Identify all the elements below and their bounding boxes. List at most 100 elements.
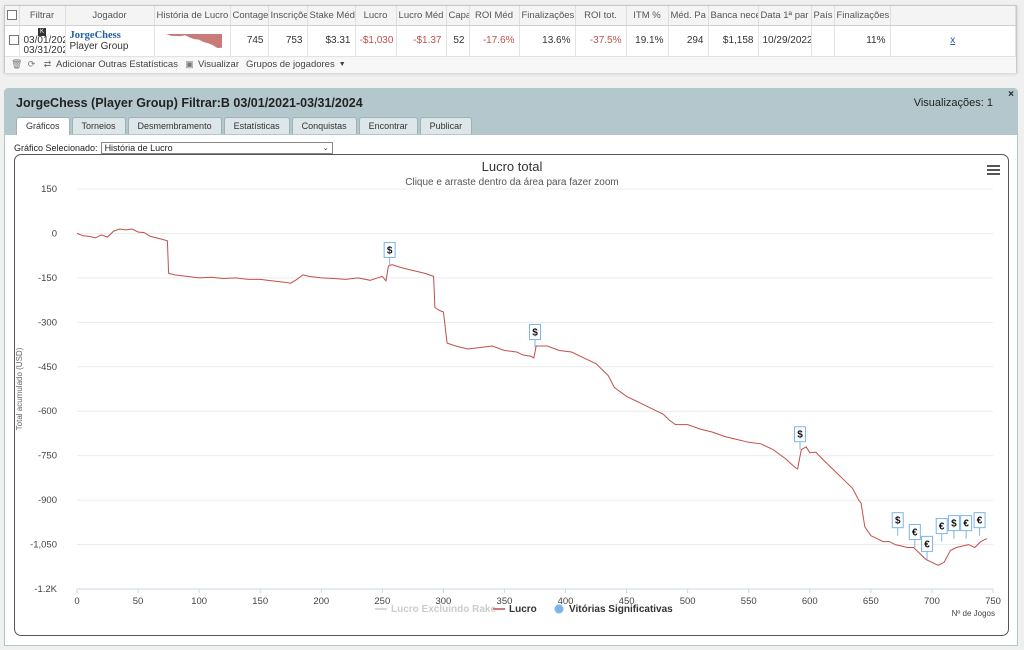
- x-axis-title: Nº de Jogos: [952, 609, 995, 618]
- tab-estatisticas[interactable]: Estatísticas: [223, 117, 290, 134]
- legend-item[interactable]: Lucro: [493, 604, 537, 615]
- flag-symbol: $: [532, 328, 538, 339]
- trash-icon[interactable]: 🗑: [11, 59, 23, 69]
- y-axis-title: Total acumulado (USD): [15, 347, 24, 430]
- add-stats-label: Adicionar Outras Estatísticas: [56, 59, 178, 70]
- row-checkbox[interactable]: [9, 35, 18, 46]
- column-header[interactable]: Finalizações: [834, 6, 891, 26]
- significant-win-flag[interactable]: €: [908, 524, 921, 548]
- tab-conquistas[interactable]: Conquistas: [291, 117, 357, 134]
- refresh-icon[interactable]: ⟳: [27, 59, 36, 69]
- column-header[interactable]: Contagem: [230, 6, 269, 26]
- x-tick-label: 750: [985, 596, 1001, 607]
- x-tick-label: 300: [435, 596, 451, 607]
- select-all-header[interactable]: [5, 6, 20, 26]
- chart-select-value: História de Lucro: [104, 143, 173, 153]
- table-row: K 03/01/2021 03/31/2024 JorgeChess Playe…: [5, 25, 1016, 56]
- close-icon[interactable]: ×: [1008, 89, 1014, 100]
- image-icon: ▣: [185, 59, 194, 69]
- x-tick-label: 500: [680, 596, 696, 607]
- select-all-checkbox[interactable]: [7, 10, 17, 21]
- y-tick-label: -450: [38, 362, 57, 373]
- profit-chart-container[interactable]: Lucro total Clique e arraste dentro da ár…: [14, 154, 1009, 636]
- x-tick-label: 250: [374, 596, 390, 607]
- add-stats-button[interactable]: ⇄ Adicionar Outras Estatísticas: [43, 59, 178, 70]
- column-header[interactable]: Stake Méd: [307, 6, 356, 26]
- hamburger-menu-icon[interactable]: [987, 165, 1000, 175]
- flag-symbol: €: [924, 539, 930, 550]
- column-header[interactable]: País: [811, 6, 835, 26]
- remove-row-link[interactable]: x: [950, 35, 956, 46]
- flag-box: [891, 512, 904, 529]
- y-tick-label: -1,050: [30, 540, 57, 551]
- y-tick-label: -150: [38, 273, 57, 284]
- x-tick-label: 100: [191, 596, 207, 607]
- flag-box: [935, 518, 948, 535]
- itm-cell: 19.1%: [626, 25, 669, 56]
- column-header[interactable]: Inscrições: [268, 6, 308, 26]
- tab-desmembramento[interactable]: Desmembramento: [127, 117, 222, 134]
- x-tick-label: 600: [802, 596, 818, 607]
- flag-symbol: $: [797, 430, 803, 441]
- tab-encontrar[interactable]: Encontrar: [358, 117, 418, 134]
- player-detail-panel: JorgeChess (Player Group) Filtrar:B 03/0…: [4, 88, 1018, 646]
- legend-label: Lucro: [509, 604, 537, 615]
- tab-torneios[interactable]: Torneios: [71, 117, 126, 134]
- column-header[interactable]: Data 1ª par: [758, 6, 812, 26]
- tab-graficos[interactable]: Gráficos: [16, 117, 70, 135]
- column-header[interactable]: ROI tot.: [575, 6, 627, 26]
- significant-win-flag[interactable]: $: [947, 515, 960, 539]
- significant-win-flag[interactable]: €: [935, 518, 948, 542]
- link-icon: ⇄: [43, 59, 52, 69]
- entries-cell: 753: [268, 25, 308, 56]
- legend-item[interactable]: Lucro Excluindo Rake: [375, 604, 496, 615]
- significant-win-flag[interactable]: $: [383, 241, 396, 266]
- player-cell[interactable]: JorgeChess Player Group: [65, 25, 155, 56]
- column-header[interactable]: História de Lucro: [154, 6, 231, 26]
- chart-selector-row: Gráfico Selecionado: História de Lucro ⌄: [14, 142, 333, 154]
- column-header[interactable]: ITM %: [626, 6, 669, 26]
- series-line-lucro[interactable]: [76, 228, 988, 566]
- x-tick-label: 150: [252, 596, 268, 607]
- significant-win-flag[interactable]: $: [529, 324, 541, 348]
- flag-symbol: €: [912, 528, 918, 539]
- profit-chart[interactable]: Lucro total Clique e arraste dentro da ár…: [15, 155, 1009, 636]
- y-tick-label: 0: [52, 228, 57, 239]
- x-tick-label: 400: [558, 596, 574, 607]
- row-select-cell[interactable]: [5, 25, 20, 56]
- flag-box: [908, 524, 921, 541]
- column-header[interactable]: Lucro: [355, 6, 397, 26]
- column-header[interactable]: ROI Méd: [469, 6, 520, 26]
- significant-win-flag[interactable]: $: [891, 512, 904, 536]
- tab-publicar[interactable]: Publicar: [419, 117, 473, 134]
- column-header[interactable]: Méd. Pa: [668, 6, 709, 26]
- significant-win-flag[interactable]: €: [960, 515, 973, 539]
- column-header[interactable]: Filtrar: [19, 6, 66, 26]
- x-tick-label: 0: [74, 596, 79, 607]
- date-to: 03/31/2024: [23, 44, 65, 56]
- menu-bar: [987, 165, 1000, 167]
- column-header[interactable]: Jogador: [65, 6, 155, 26]
- column-header[interactable]: Finalizações: [519, 6, 576, 26]
- chart-select-dropdown[interactable]: História de Lucro ⌄: [100, 142, 333, 154]
- player-groups-dropdown[interactable]: Grupos de jogadores ▼: [246, 59, 346, 70]
- significant-win-flag[interactable]: €: [921, 535, 934, 560]
- legend-item[interactable]: Vitórias Significativas: [554, 604, 674, 615]
- visualize-button[interactable]: ▣ Visualizar: [185, 59, 239, 70]
- column-header[interactable]: Lucro Méd: [396, 6, 447, 26]
- column-header[interactable]: Capa: [446, 6, 470, 26]
- significant-win-flag[interactable]: $: [794, 426, 807, 450]
- column-header[interactable]: Banca nece: [708, 6, 759, 26]
- flag-box: [529, 324, 541, 341]
- player-name-link[interactable]: JorgeChess: [69, 29, 121, 41]
- date-from: 03/01/2021: [23, 34, 65, 46]
- flag-symbol: $: [951, 519, 957, 530]
- table-header-row: Filtrar Jogador História de Lucro Contag…: [5, 6, 1016, 26]
- remove-cell[interactable]: x: [890, 25, 1016, 56]
- menu-bar: [987, 173, 1000, 175]
- flag-symbol: €: [939, 522, 945, 533]
- player-summary-panel: Filtrar Jogador História de Lucro Contag…: [4, 5, 1017, 73]
- flag-symbol: $: [387, 245, 393, 256]
- first-date-cell: 10/29/2022: [758, 25, 812, 56]
- significant-win-flag[interactable]: €: [973, 512, 986, 536]
